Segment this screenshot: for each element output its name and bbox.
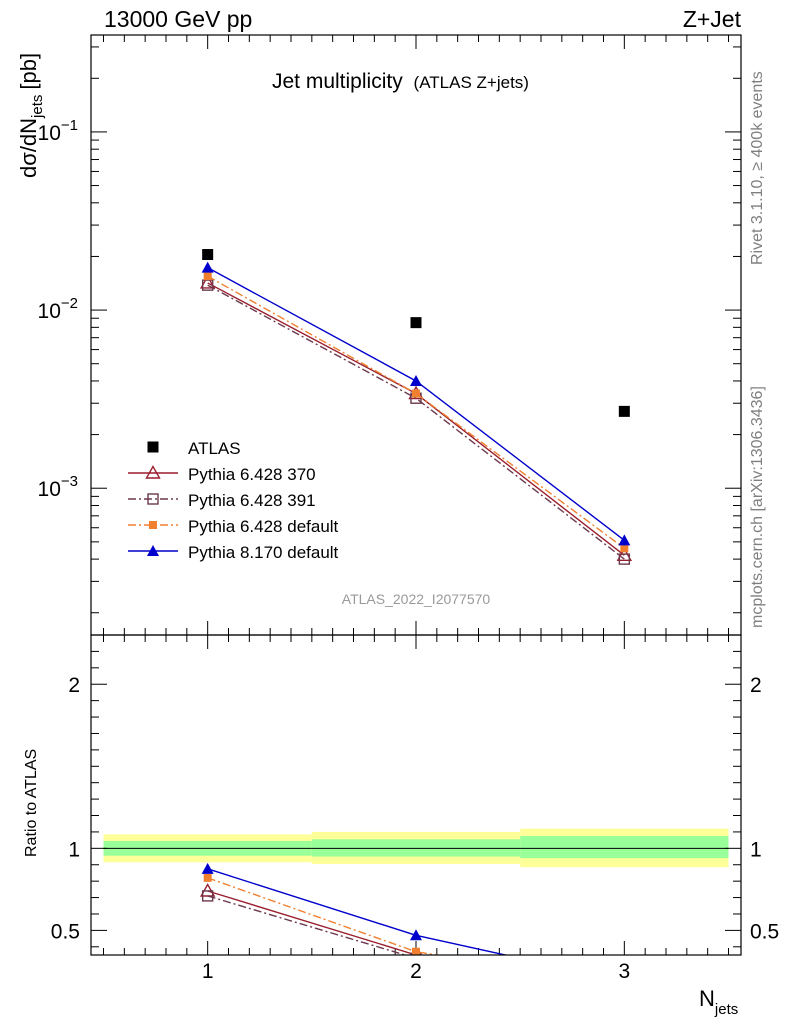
main-y-tick-label-base: 10 xyxy=(38,300,61,323)
ratio-series-point-2 xyxy=(619,983,629,993)
ratio-plot-frame xyxy=(90,634,742,956)
ratio-y-tick-label-right: 2 xyxy=(750,674,762,697)
main-y-label-unit: [pb] xyxy=(16,53,41,90)
main-series-layer xyxy=(199,249,633,565)
x-label-sub: jets xyxy=(714,1001,738,1018)
main-y-axis-label: dσ/dNjets [pb] xyxy=(16,53,46,178)
ratio-y-tick-label-right: 0.5 xyxy=(750,920,779,943)
legend-label-2: Pythia 6.428 370 xyxy=(188,465,316,484)
main-series-point-4 xyxy=(203,272,212,281)
legend: ATLAS Pythia 6.428 370 Pythia 6.428 391 Pyt… xyxy=(128,439,339,562)
x-tick-label: 3 xyxy=(618,960,630,983)
main-y-tick-label: 10−3 xyxy=(38,473,78,501)
side-text-rivet: Rivet 3.1.10, ≥ 400k events xyxy=(749,71,766,265)
main-y-tick-label-exp: −2 xyxy=(61,295,78,312)
main-y-label-text: dσ/dN xyxy=(16,118,41,178)
x-label-text: N xyxy=(699,986,715,1011)
main-y-tick-label-exp: −3 xyxy=(61,473,78,490)
energy-label: 13000 GeV pp xyxy=(104,6,252,32)
side-text-mcplots: mcplots.cern.ch [arXiv:1306.3436] xyxy=(749,386,766,628)
main-series-point-4 xyxy=(412,389,420,398)
main-y-tick-label: 10−1 xyxy=(38,117,78,145)
ratio-y-tick-label-right: 1 xyxy=(750,838,762,861)
x-tick-label: 2 xyxy=(410,960,422,983)
ratio-series-point-4 xyxy=(201,862,214,874)
ratio-series-point-3 xyxy=(412,947,420,955)
main-y-tick-label: 10−2 xyxy=(38,295,78,323)
ratio-band-inner-3 xyxy=(520,836,729,859)
ratio-series-line-1 xyxy=(207,890,421,955)
ratio-series-layer xyxy=(199,862,629,993)
main-y-tick-label-exp: −1 xyxy=(61,117,78,134)
main-series-point-5 xyxy=(201,261,214,273)
plot-title: Jet multiplicity (ATLAS Z+jets) xyxy=(272,70,529,93)
ratio-y-axis-label: Ratio to ATLAS xyxy=(23,749,40,857)
legend-marker-1 xyxy=(147,441,159,453)
main-series-point-1 xyxy=(618,405,630,417)
main-series-point-2 xyxy=(199,275,216,289)
legend-label-5: Pythia 8.170 default xyxy=(188,543,339,562)
plot-title-sub: (ATLAS Z+jets) xyxy=(414,73,529,92)
x-tick-label: 1 xyxy=(202,960,214,983)
legend-label-3: Pythia 6.428 391 xyxy=(188,491,316,510)
analysis-watermark: ATLAS_2022_I2077570 xyxy=(342,591,491,607)
ratio-series-point-4 xyxy=(410,929,422,941)
main-series-point-3 xyxy=(618,553,631,565)
ratio-y-tick-label-left: 1 xyxy=(68,838,80,861)
main-series-point-1 xyxy=(202,249,214,261)
legend-marker-5 xyxy=(147,545,159,556)
x-axis-label: Njets xyxy=(699,986,738,1018)
main-series-point-5 xyxy=(410,374,422,386)
ratio-y-tick-label-left: 2 xyxy=(68,674,80,697)
legend-marker-2 xyxy=(145,465,161,479)
legend-label-1: ATLAS xyxy=(188,439,241,458)
main-series-line-3 xyxy=(207,284,625,560)
axis-ticks xyxy=(91,35,741,955)
tick-labels: 10−310−210−10.5 0.51 12 21 2 3 xyxy=(38,117,780,983)
process-label: Z+Jet xyxy=(683,6,742,32)
ratio-series-point-2 xyxy=(201,890,214,902)
main-y-tick-label-base: 10 xyxy=(38,478,61,501)
main-y-label-sub: jets xyxy=(29,95,46,119)
plot-title-main: Jet multiplicity xyxy=(272,70,403,93)
main-series-point-4 xyxy=(620,544,629,553)
ratio-uncertainty-bands xyxy=(103,828,729,868)
legend-marker-3 xyxy=(147,493,159,505)
legend-label-4: Pythia 6.428 default xyxy=(188,517,339,536)
main-y-tick-label-base: 10 xyxy=(38,122,61,145)
main-series-point-1 xyxy=(410,317,422,329)
main-series-line-4 xyxy=(207,275,625,549)
ratio-series-point-3 xyxy=(203,873,212,882)
legend-marker-4 xyxy=(149,521,157,529)
ratio-y-tick-label-left: 0.5 xyxy=(51,920,80,943)
main-series-point-5 xyxy=(618,534,631,546)
